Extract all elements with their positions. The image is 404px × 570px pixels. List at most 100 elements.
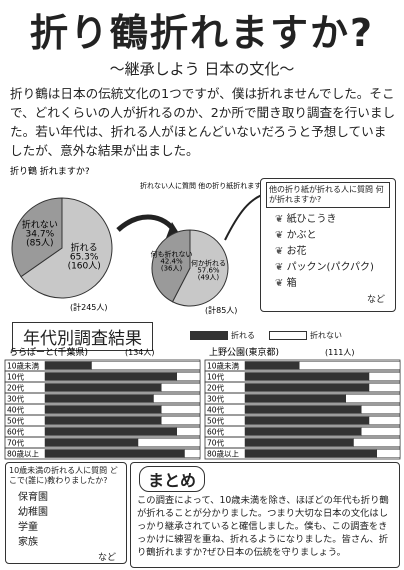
slice-label: 折れる: [71, 242, 98, 254]
category-label: 70代: [207, 438, 225, 448]
bar-segment: [244, 361, 300, 370]
category-label: 50代: [207, 416, 225, 426]
legend-swatch: [190, 331, 228, 340]
slice-value: 65.3%: [70, 253, 99, 263]
list-note: など: [366, 295, 385, 305]
bar-segment: [244, 383, 370, 392]
pie-slice: [171, 229, 229, 307]
chart-place: 上野公園(東京都): [209, 346, 279, 358]
bar-segment: [91, 361, 201, 370]
intro: 折り鶴は日本の伝統文化の1つですが、僕は折れませんでした。そこで、どれくらいの人…: [10, 86, 396, 158]
bar-segment: [368, 372, 401, 381]
bar-segment: [161, 416, 201, 425]
bar-segment: [376, 449, 401, 458]
chart-total: (111人): [325, 348, 355, 357]
category-label: 80歳以上: [7, 449, 40, 459]
bar-segment: [44, 449, 185, 458]
bar-segment: [244, 449, 377, 458]
legend-item: 折れる: [190, 330, 255, 341]
summary-box: まとめ この調査によって、10歳未満を除き、ほぼどの年代も折り鶴が折れることが分…: [130, 462, 400, 568]
category-label: 30代: [207, 394, 225, 404]
category-label: 40代: [7, 405, 25, 415]
legend: 折れる 折れない: [190, 330, 342, 341]
category-label: 10歳未満: [207, 361, 240, 371]
bar-segment: [244, 372, 370, 381]
list-item: 幼稚園: [18, 507, 48, 518]
chart-place: ららぽーと(千葉県): [9, 346, 88, 358]
bar-segment: [345, 394, 401, 403]
legend-swatch: [269, 331, 307, 340]
bar-segment: [44, 394, 154, 403]
bar-segment: [353, 438, 401, 447]
bar-segment: [361, 405, 401, 414]
subtitle: ～継承しよう 日本の文化～: [109, 60, 295, 78]
bar-segment: [44, 427, 177, 436]
question: 10歳未満の折れる人に質問 どこで(誰に)教わりましたか?: [9, 466, 118, 485]
bar-segment: [244, 427, 362, 436]
bar-segment: [44, 438, 139, 447]
bar-segment: [368, 383, 401, 392]
slice-count: (49人): [198, 273, 220, 281]
slice-value: 34.7%: [26, 229, 55, 239]
bar-segment: [299, 361, 401, 370]
category-label: 80歳以上: [207, 449, 240, 459]
list-question: 他の折り紙が折れる人に質問 何が折れますか?: [266, 182, 390, 208]
summary-text: この調査によって、10歳未満を除き、ほぼどの年代も折り鶴が折れることが分かりまし…: [137, 495, 389, 558]
list-item: 学童: [18, 522, 38, 533]
bar-segment: [176, 427, 201, 436]
category-label: 10代: [7, 372, 25, 382]
pie-slice: [11, 197, 63, 278]
category-label: 10歳未満: [7, 361, 40, 371]
legend-label: 折れない: [310, 331, 342, 340]
list-item: 家族: [18, 537, 38, 548]
bar-segment: [137, 438, 201, 447]
list: 保育園 幼稚園 学童 家族: [18, 490, 126, 550]
list-item: パックン(パクパク): [275, 260, 395, 276]
slice-label: 折れない: [22, 218, 58, 230]
pie-question: 折り鶴 折れますか?: [10, 165, 90, 177]
list-box: 他の折り紙が折れる人に質問 何が折れますか? 紙ひこうきかぶとお花パックン(パク…: [260, 178, 396, 312]
legend-item: 折れない: [269, 330, 342, 341]
bar-segment: [244, 405, 362, 414]
list-item: 箱: [275, 276, 395, 292]
slice-count: (160人): [68, 262, 101, 272]
section-heading: 年代別調査結果: [12, 322, 153, 351]
category-label: 20代: [207, 383, 225, 393]
bar-segment: [176, 372, 201, 381]
bar-segment: [244, 438, 354, 447]
slice-value: 57.6%: [197, 266, 220, 274]
list-note: など: [97, 553, 116, 563]
bar-segment: [44, 372, 177, 381]
pie-slice: [20, 197, 113, 299]
pie-question: 折れない人に質問 他の折り紙折れますか?: [140, 181, 260, 190]
summary-heading: まとめ: [139, 466, 206, 492]
category-label: 70代: [7, 438, 25, 448]
slice-value: 42.4%: [160, 258, 183, 266]
bar-segment: [161, 383, 201, 392]
list-item: かぶと: [275, 228, 395, 244]
arrow: [224, 194, 260, 241]
bar-segment: [44, 405, 162, 414]
bar-segment: [44, 416, 162, 425]
bar-segment: [244, 394, 346, 403]
list-item: 紙ひこうき: [275, 212, 395, 228]
list-item: お花: [275, 244, 395, 260]
bar-segment: [361, 427, 401, 436]
bar-segment: [368, 416, 401, 425]
bar-segment: [44, 383, 162, 392]
pie-total: (計85人): [205, 305, 237, 315]
arrow: [116, 214, 178, 234]
slice-label: 何か折れる: [191, 258, 226, 267]
question-box: 10歳未満の折れる人に質問 どこで(誰に)教わりましたか? 保育園 幼稚園 学童 家族…: [5, 462, 127, 564]
bar-segment: [184, 449, 201, 458]
bar-segment: [161, 405, 201, 414]
bar-segment: [44, 361, 92, 370]
category-label: 60代: [7, 427, 25, 437]
slice-count: (85人): [26, 238, 53, 248]
bar-charts: ららぽーと(千葉県) (134人)10歳未満10代20代30代40代50代60代7…: [4, 346, 401, 460]
category-label: 30代: [7, 394, 25, 404]
chart-total: (134人): [125, 348, 155, 357]
list: 紙ひこうきかぶとお花パックン(パクパク)箱: [275, 212, 395, 292]
